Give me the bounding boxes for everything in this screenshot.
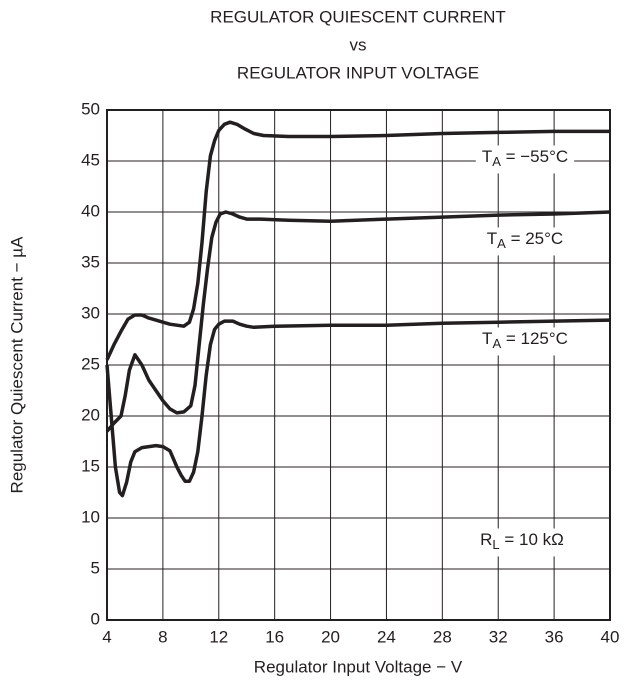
x-tick-label: 12: [209, 627, 228, 646]
y-tick-label: 0: [91, 609, 100, 628]
y-tick-label: 10: [81, 507, 100, 526]
annotation: TA = −55°C: [482, 147, 568, 169]
annotation-background: [480, 227, 570, 256]
x-tick-label: 36: [545, 627, 564, 646]
series-line: [105, 120, 610, 361]
annotation-text: = −55°C: [501, 147, 568, 166]
chart-title: REGULATOR INPUT VOLTAGE: [237, 63, 479, 82]
y-tick-label: 25: [81, 354, 100, 373]
y-tick-label: 30: [81, 303, 100, 322]
x-tick-label: 20: [321, 627, 340, 646]
chart-title: REGULATOR QUIESCENT CURRENT: [210, 7, 506, 26]
annotation-subscript: L: [492, 537, 499, 552]
y-tick-label: 20: [81, 405, 100, 424]
annotation-background: [476, 327, 574, 356]
annotation-text: = 125°C: [501, 329, 568, 348]
chart-title: vs: [350, 35, 367, 54]
annotation-text: = 10 kΩ: [500, 530, 564, 549]
series-line: [105, 318, 611, 498]
x-tick-label: 4: [102, 627, 111, 646]
y-axis-label: Regulator Quiescent Current − µA: [7, 236, 26, 494]
y-tick-label: 50: [81, 99, 100, 118]
annotation-subscript: A: [497, 236, 506, 251]
annotation-symbol: T: [482, 329, 492, 348]
series-line: [105, 210, 611, 433]
annotation: TA = 25°C: [487, 229, 563, 251]
y-tick-label: 35: [81, 252, 100, 271]
y-tick-label: 45: [81, 150, 100, 169]
x-axis-label: Regulator Input Voltage − V: [254, 657, 463, 676]
annotation-symbol: T: [487, 229, 497, 248]
annotation-symbol: R: [480, 530, 492, 549]
y-tick-label: 40: [81, 201, 100, 220]
x-tick-label: 28: [433, 627, 452, 646]
annotation-text: = 25°C: [506, 229, 563, 248]
x-tick-label: 40: [601, 627, 620, 646]
annotation-subscript: A: [492, 154, 501, 169]
annotation-symbol: T: [482, 147, 492, 166]
annotation: TA = 125°C: [482, 329, 568, 351]
annotation: RL = 10 kΩ: [480, 530, 564, 552]
annotation-subscript: A: [492, 336, 501, 351]
x-tick-label: 8: [158, 627, 167, 646]
annotation-background: [474, 528, 570, 557]
x-tick-label: 16: [265, 627, 284, 646]
x-tick-label: 32: [489, 627, 508, 646]
x-tick-label: 24: [377, 627, 396, 646]
y-tick-label: 15: [81, 456, 100, 475]
y-tick-label: 5: [91, 558, 100, 577]
annotation-background: [475, 145, 575, 174]
